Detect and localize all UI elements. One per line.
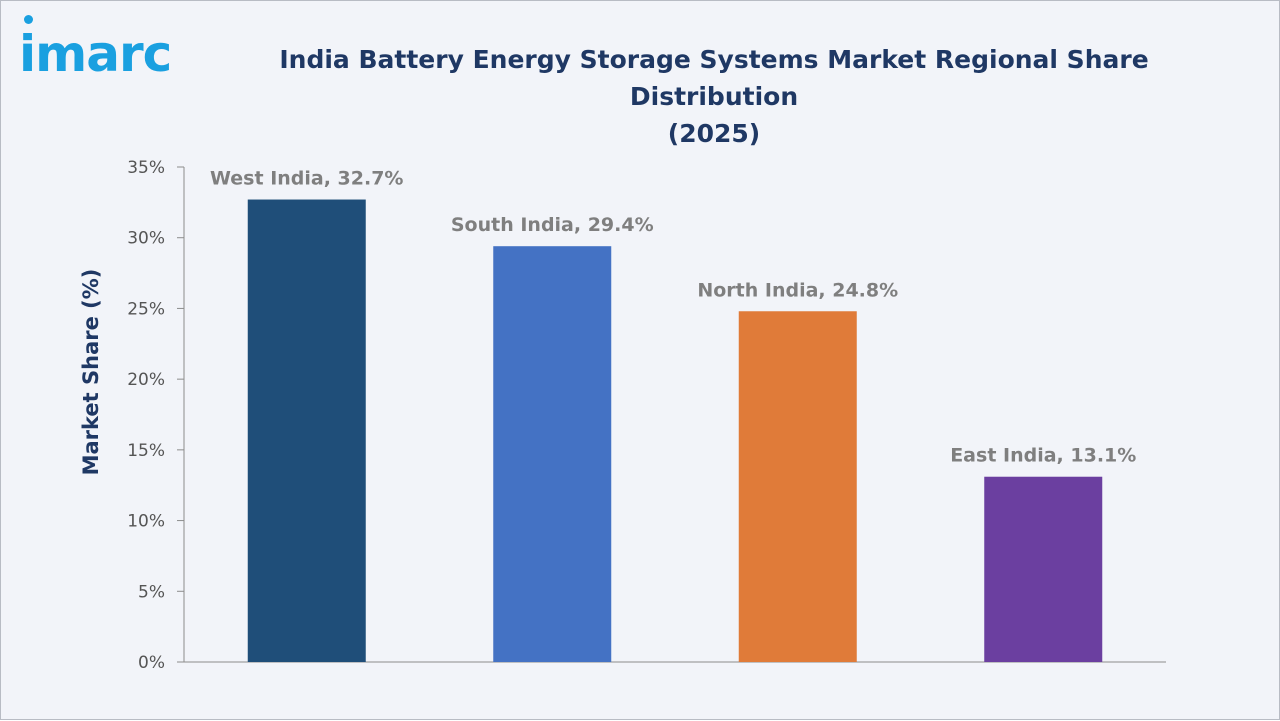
data-label: West India, 32.7% <box>210 168 403 190</box>
data-label: East India, 13.1% <box>950 445 1136 467</box>
bar-west-india <box>247 199 366 662</box>
y-tick-label: 10% <box>127 512 165 532</box>
y-tick-label: 35% <box>127 158 165 178</box>
y-tick-label: 25% <box>127 299 165 319</box>
y-tick-label: 5% <box>138 582 165 602</box>
logo-dot <box>24 15 33 24</box>
bar-north-india <box>738 311 857 662</box>
data-label: North India, 24.8% <box>697 279 898 301</box>
bar-east-india <box>984 476 1103 662</box>
data-label: South India, 29.4% <box>451 214 654 236</box>
y-axis-title: Market Share (%) <box>79 269 103 476</box>
imarc-logo: imarc <box>19 25 172 83</box>
y-tick-label: 30% <box>127 229 165 249</box>
chart-title-line-1: India Battery Energy Storage Systems Mar… <box>279 45 1149 111</box>
y-tick-label: 0% <box>138 653 165 673</box>
chart-title-line-2: (2025) <box>667 119 761 148</box>
y-tick-label: 15% <box>127 441 165 461</box>
bar-south-india <box>493 246 612 662</box>
chart-title: India Battery Energy Storage Systems Mar… <box>241 41 1187 152</box>
y-tick-label: 20% <box>127 370 165 390</box>
